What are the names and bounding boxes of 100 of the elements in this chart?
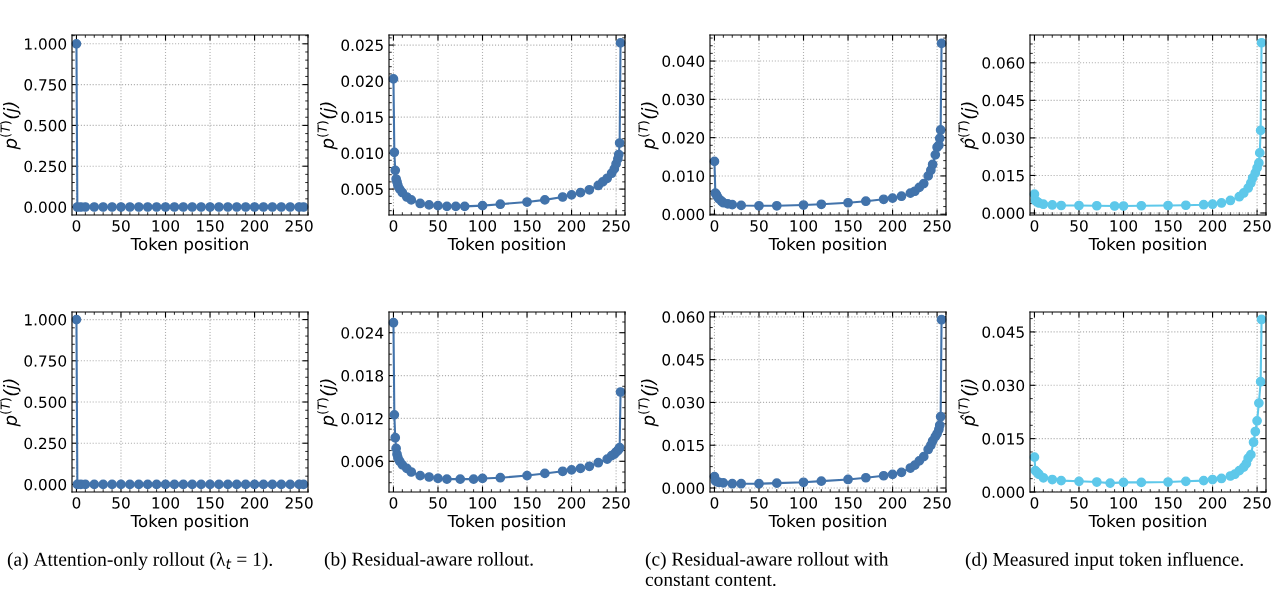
- x-tick-label: 250: [923, 497, 951, 509]
- y-tick-label: 0.006: [341, 455, 384, 468]
- x-tick-label: 150: [1155, 497, 1182, 509]
- x-tick-label: 100: [469, 220, 497, 232]
- x-axis-title: Token position: [130, 514, 248, 531]
- y-tick-label: 0.500: [24, 396, 67, 409]
- x-tick-label: 250: [602, 220, 630, 232]
- y-tick-label: 0.015: [982, 433, 1024, 445]
- x-tick-label: 50: [429, 220, 447, 232]
- x-tick-label: 250: [285, 220, 313, 232]
- text: (b) Residual-aware rollout.: [324, 552, 533, 570]
- x-axis-title: Token position: [1088, 237, 1206, 254]
- y-tick-label: 0.000: [662, 208, 705, 221]
- y-tick-label: 0.005: [341, 183, 383, 196]
- x-tick-label: 0: [1030, 220, 1039, 232]
- x-tick-label: 150: [197, 497, 224, 509]
- y-tick-label: 0.750: [24, 79, 67, 91]
- x-tick-label: 150: [835, 497, 862, 509]
- y-tick-label: 0.030: [982, 379, 1025, 392]
- y-tick-label: 0.000: [982, 207, 1025, 220]
- x-tick-label: 50: [429, 497, 447, 509]
- text: (c) Residual-aware rollout with constant content.: [645, 552, 889, 587]
- x-axis-title: Token position: [447, 237, 565, 254]
- text: (a) Attention-only rollout (λ$_{t}$ = 1).: [7, 552, 272, 570]
- y-tick-label: 0.018: [341, 370, 384, 382]
- x-tick-label: 150: [514, 220, 541, 232]
- y-tick-label: 0.020: [341, 75, 384, 88]
- y-tick-label: 0.015: [982, 169, 1024, 182]
- y-tick-label: 0.000: [982, 486, 1025, 499]
- x-tick-label: 0: [72, 220, 81, 232]
- y-tick-label: 0.040: [662, 55, 705, 68]
- y-axis-title: p̂$^{(T)}$(j): [958, 379, 979, 427]
- x-tick-label: 50: [750, 220, 768, 232]
- y-axis-title: p$^{(T)}$(j): [638, 102, 659, 150]
- y-tick-label: 0.060: [982, 57, 1025, 69]
- x-tick-label: 200: [241, 497, 269, 509]
- x-tick-label: 100: [790, 497, 818, 509]
- x-tick-label: 50: [112, 220, 130, 232]
- y-tick-label: 0.010: [662, 170, 705, 182]
- x-tick-label: 0: [72, 497, 81, 509]
- y-axis-title: p̂$^{(T)}$(j): [958, 102, 979, 150]
- x-tick-label: 0: [710, 497, 719, 509]
- x-tick-label: 100: [1110, 497, 1138, 509]
- x-tick-label: 0: [710, 220, 719, 232]
- x-tick-label: 250: [285, 497, 313, 509]
- x-tick-label: 50: [112, 497, 130, 509]
- x-tick-label: 150: [514, 497, 541, 509]
- x-tick-label: 100: [152, 497, 180, 509]
- y-tick-label: 0.025: [341, 39, 383, 52]
- y-tick-label: 0.010: [341, 147, 384, 160]
- y-tick-label: 0.015: [662, 439, 704, 452]
- x-tick-label: 250: [1243, 497, 1271, 509]
- x-tick-label: 150: [1155, 220, 1182, 232]
- x-axis-title: Token position: [768, 237, 886, 254]
- x-tick-label: 100: [790, 220, 818, 232]
- y-tick-label: 0.020: [662, 132, 705, 144]
- y-tick-label: 0.030: [662, 93, 705, 106]
- x-tick-label: 50: [750, 497, 768, 509]
- y-tick-label: 0.060: [662, 311, 705, 323]
- y-tick-label: 0.045: [662, 354, 704, 366]
- y-tick-label: 0.000: [662, 482, 705, 495]
- y-tick-label: 0.030: [662, 396, 705, 409]
- text: (d) Measured input token influence.: [965, 552, 1243, 570]
- y-tick-label: 0.000: [24, 201, 67, 214]
- x-tick-label: 100: [1110, 220, 1138, 232]
- y-tick-label: 0.250: [24, 437, 67, 450]
- y-tick-label: 1.000: [25, 38, 67, 50]
- x-tick-label: 0: [1030, 497, 1039, 509]
- x-axis-title: Token position: [447, 514, 565, 531]
- x-tick-label: 100: [469, 497, 497, 509]
- x-tick-label: 250: [923, 220, 951, 232]
- y-tick-label: 0.750: [24, 355, 67, 367]
- y-axis-title: p$^{(T)}$(j): [317, 102, 338, 150]
- x-tick-label: 0: [389, 220, 398, 232]
- y-axis-title: p$^{(T)}$(j): [317, 379, 338, 427]
- y-tick-label: 0.045: [982, 94, 1024, 107]
- x-tick-label: 200: [1199, 497, 1227, 509]
- x-tick-label: 200: [558, 220, 586, 232]
- y-tick-label: 0.250: [24, 160, 67, 173]
- y-tick-label: 0.030: [982, 132, 1025, 144]
- y-tick-label: 0.000: [24, 478, 67, 491]
- x-tick-label: 50: [1070, 220, 1088, 232]
- x-axis-title: Token position: [768, 514, 886, 531]
- y-tick-label: 1.000: [25, 314, 67, 326]
- y-axis-title: p$^{(T)}$(j): [638, 379, 659, 427]
- x-axis-title: Token position: [1088, 514, 1206, 531]
- x-tick-label: 200: [879, 497, 907, 509]
- y-tick-label: 0.500: [24, 119, 67, 132]
- x-tick-label: 200: [879, 220, 907, 232]
- y-axis-title: p$^{(T)}$(j): [0, 379, 21, 427]
- x-axis-title: Token position: [130, 237, 248, 254]
- x-tick-label: 150: [835, 220, 862, 232]
- y-axis-title: p$^{(T)}$(j): [0, 102, 21, 150]
- x-tick-label: 150: [197, 220, 224, 232]
- y-tick-label: 0.015: [341, 111, 383, 124]
- y-tick-label: 0.045: [982, 326, 1024, 338]
- x-tick-label: 50: [1070, 497, 1088, 509]
- x-tick-label: 200: [1199, 220, 1227, 232]
- x-tick-label: 250: [602, 497, 630, 509]
- y-tick-label: 0.012: [341, 412, 383, 425]
